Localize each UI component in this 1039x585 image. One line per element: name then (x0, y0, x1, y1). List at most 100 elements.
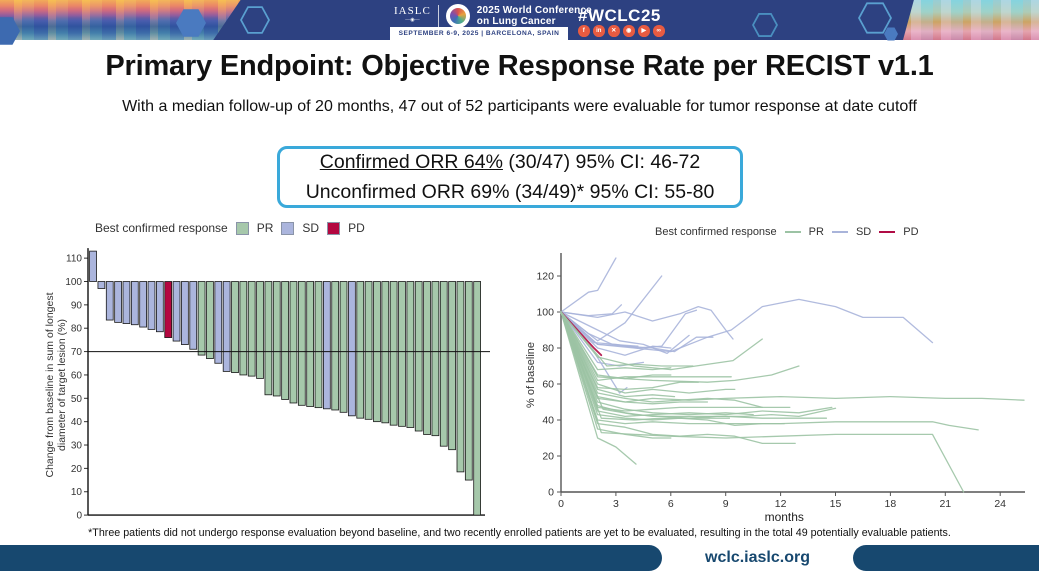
waterfall-bar (105, 281, 114, 321)
spider-line-sd (560, 309, 698, 349)
waterfall-bar (339, 281, 348, 413)
header-banner: IASLC —◉— 2025 World Conference on Lung … (0, 0, 1039, 45)
svg-text:30: 30 (71, 441, 83, 452)
spider-line-pr (560, 311, 736, 394)
wclc-lungs-emblem-icon (445, 3, 470, 28)
footnote: *Three patients did not undergo response… (88, 527, 951, 539)
spider-legend-swatch-pr (784, 230, 801, 234)
spider-legend-label-pd: PD (903, 226, 919, 238)
spider-line-sd (560, 311, 639, 347)
orr-callout-box: Confirmed ORR 64% (30/47) 95% CI: 46-72 … (277, 146, 743, 208)
waterfall-bar (130, 281, 139, 326)
spider-legend-swatch-pd (879, 230, 896, 234)
svg-text:Change from baseline in sum of: Change from baseline in sum of longest (44, 292, 56, 477)
spider-line-pr (560, 311, 833, 418)
spider-line-pr (560, 311, 637, 465)
svg-text:0: 0 (548, 487, 554, 499)
waterfall-bar (456, 281, 465, 473)
waterfall-bar (473, 281, 482, 516)
svg-text:70: 70 (71, 347, 83, 358)
footer-bar-left (0, 545, 662, 571)
legend-swatch-pd (327, 221, 341, 235)
svg-text:100: 100 (536, 307, 554, 319)
spider-legend-label-pr: PR (808, 226, 824, 238)
instagram-icon[interactable]: ◉ (623, 25, 635, 37)
svg-text:6: 6 (668, 498, 674, 510)
iaslc-logo-text: IASLC (394, 4, 431, 17)
waterfall-bar (222, 281, 231, 372)
youtube-icon[interactable]: ▶ (638, 25, 650, 37)
logo-divider (437, 4, 439, 27)
waterfall-bar (114, 281, 122, 323)
hexagon-outline-decoration (752, 13, 778, 37)
waterfall-bar (289, 281, 298, 404)
spider-line-sd (560, 257, 617, 313)
waterfall-bar (172, 281, 181, 342)
waterfall-legend-title: Best confirmed response (95, 221, 228, 235)
waterfall-bar (214, 281, 223, 364)
waterfall-bar (164, 281, 173, 338)
unconfirmed-orr-line: Unconfirmed ORR 69% (34/49)* 95% CI: 55-… (305, 181, 715, 203)
conference-date-location: SEPTEMBER 6-9, 2025 | BARCELONA, SPAIN (390, 27, 568, 40)
iaslc-logo-emblem: —◉— (405, 17, 420, 23)
linkedin-icon[interactable]: in (593, 25, 605, 37)
waterfall-bar (414, 281, 423, 432)
svg-text:60: 60 (542, 379, 554, 391)
waterfall-bar (439, 281, 448, 447)
facebook-icon[interactable]: f (578, 25, 590, 37)
spider-line-pr (560, 311, 791, 409)
svg-text:80: 80 (542, 343, 554, 355)
waterfall-bar (256, 281, 264, 379)
confirmed-orr-ci: (30/47) 95% CI: 46-72 (502, 151, 701, 173)
svg-text:80: 80 (71, 324, 83, 335)
conference-title-line2: on Lung Cancer (476, 15, 556, 27)
spider-legend-swatch-sd (831, 230, 848, 234)
svg-text:100: 100 (65, 277, 82, 288)
legend-label-pr: PR (256, 221, 274, 235)
footer-url-link[interactable]: wclc.iaslc.org (705, 549, 810, 566)
spider-line-sd (560, 298, 934, 353)
legend-label-sd: SD (302, 221, 320, 235)
spider-line-pr (560, 311, 800, 383)
waterfall-bar (389, 281, 398, 426)
waterfall-bar (239, 281, 248, 376)
waterfall-bar (348, 281, 356, 417)
waterfall-legend: Best confirmed response PR SD PD (95, 221, 575, 235)
waterfall-bar (206, 281, 214, 359)
waterfall-bar (406, 281, 415, 428)
spider-line-pr (560, 311, 796, 445)
x-icon[interactable]: ✕ (608, 25, 620, 37)
waterfall-chart: 0 10 20 30 40 50 60 70 80 90 100 110 Change from bas… (44, 248, 490, 522)
waterfall-bar (398, 281, 406, 427)
svg-text:% of baseline: % of baseline (525, 342, 537, 408)
svg-text:50: 50 (71, 394, 83, 405)
barcelona-cityscape-photo (0, 0, 241, 40)
spider-line-pr (560, 311, 694, 367)
spider-legend-label-sd: SD (855, 226, 872, 238)
waterfall-bar (181, 281, 189, 345)
svg-text:24: 24 (994, 498, 1006, 510)
footer-bar-right (853, 545, 1039, 571)
svg-text:40: 40 (71, 417, 83, 428)
waterfall-bar (197, 281, 206, 356)
spider-line-pr (560, 311, 672, 439)
waterfall-bar (314, 281, 323, 409)
waterfall-bar (448, 281, 456, 451)
waterfall-bar (431, 281, 440, 437)
spider-line-pr (560, 311, 754, 416)
hexagon-outline-decoration (240, 6, 270, 34)
spider-legend-title: Best confirmed response (655, 226, 777, 238)
svg-text:110: 110 (66, 254, 82, 265)
svg-text:0: 0 (558, 498, 564, 510)
waterfall-bar (306, 281, 315, 407)
waterfall-bar (356, 281, 365, 419)
svg-text:months: months (765, 510, 804, 524)
link-icon[interactable]: ∞ (653, 25, 665, 37)
svg-text:21: 21 (939, 498, 951, 510)
waterfall-bar (331, 281, 340, 411)
waterfall-bar (247, 281, 256, 377)
svg-text:15: 15 (830, 498, 842, 510)
hexagon-outline-decoration (858, 2, 892, 34)
waterfall-bar (156, 281, 164, 333)
